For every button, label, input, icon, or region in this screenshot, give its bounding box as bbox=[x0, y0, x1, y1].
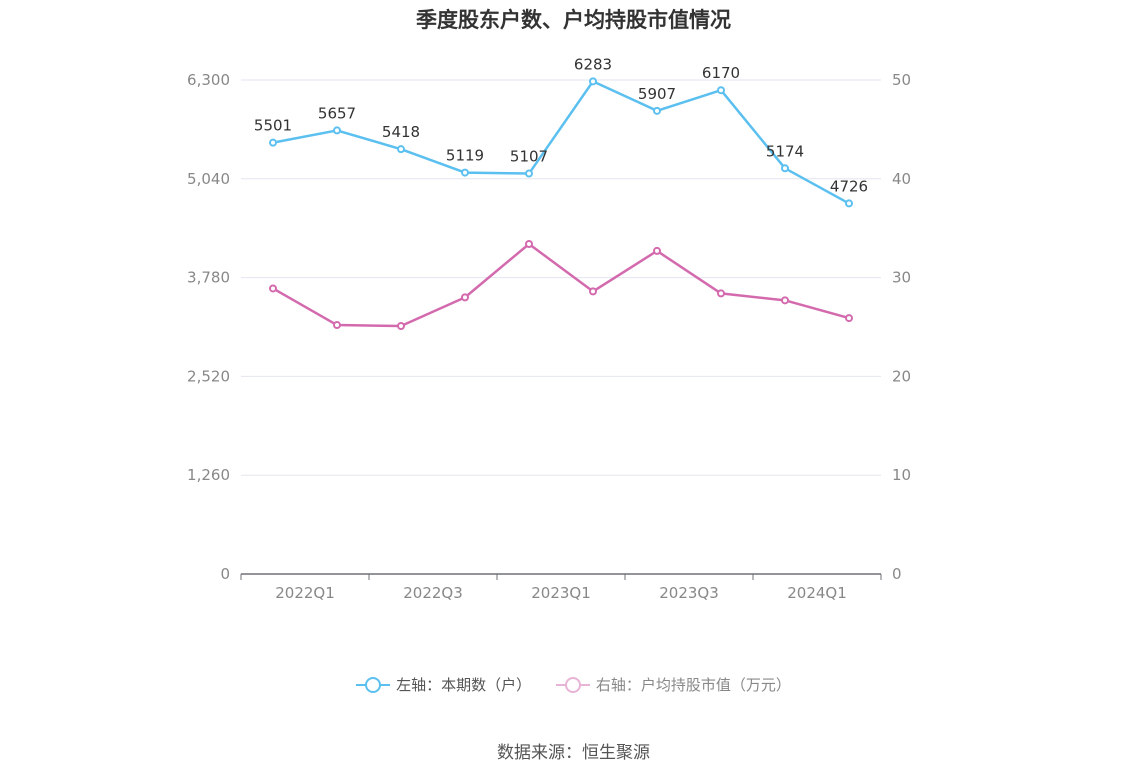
data-point bbox=[589, 77, 597, 86]
data-source: 数据来源：恒生聚源 bbox=[497, 743, 650, 763]
right-tick-label: 20 bbox=[892, 367, 911, 385]
legend-label-households: 左轴：本期数（户） bbox=[396, 676, 532, 694]
data-point bbox=[525, 169, 533, 178]
data-label: 6170 bbox=[702, 64, 740, 82]
data-point bbox=[653, 106, 661, 115]
data-label: 5107 bbox=[510, 148, 548, 166]
left-tick-label: 2,520 bbox=[187, 367, 230, 385]
data-label: 5501 bbox=[254, 117, 292, 135]
right-tick-label: 30 bbox=[892, 269, 911, 287]
right-tick-label: 50 bbox=[892, 71, 911, 89]
data-point bbox=[461, 293, 469, 302]
data-point bbox=[269, 138, 277, 147]
data-point bbox=[845, 199, 853, 208]
legend-item-households[interactable]: 左轴：本期数（户） bbox=[356, 674, 531, 695]
data-point bbox=[845, 314, 853, 323]
chart-title: 季度股东户数、户均持股市值情况 bbox=[416, 8, 731, 32]
right-tick-label: 40 bbox=[892, 170, 911, 188]
left-tick-label: 1,260 bbox=[187, 466, 230, 484]
legend-item-avg-value[interactable]: 右轴：户均持股市值（万元） bbox=[555, 674, 791, 695]
data-label: 6283 bbox=[574, 55, 612, 73]
data-point bbox=[333, 321, 341, 330]
data-point bbox=[781, 296, 789, 305]
left-tick-label: 0 bbox=[220, 565, 230, 583]
data-point bbox=[269, 284, 277, 293]
data-point bbox=[589, 287, 597, 296]
data-label: 5907 bbox=[638, 85, 676, 103]
x-tick-label: 2024Q1 bbox=[787, 584, 847, 602]
data-label: 5174 bbox=[766, 142, 804, 160]
data-point bbox=[333, 126, 341, 135]
data-point bbox=[653, 246, 661, 255]
grid-lines bbox=[241, 79, 881, 476]
right-axis: 0 10 20 30 40 50 bbox=[892, 71, 911, 583]
legend-marker-households bbox=[356, 675, 391, 695]
data-point bbox=[525, 240, 533, 249]
legend: 左轴：本期数（户） 右轴：户均持股市值（万元） bbox=[0, 674, 1147, 699]
left-tick-label: 6,300 bbox=[187, 71, 230, 89]
data-label: 5657 bbox=[318, 104, 356, 122]
legend-label-avg-value: 右轴：户均持股市值（万元） bbox=[595, 676, 791, 694]
x-tick-label: 2023Q1 bbox=[531, 584, 591, 602]
data-point bbox=[717, 86, 725, 95]
legend-marker-avg-value bbox=[555, 675, 590, 695]
series-line-0 bbox=[272, 80, 850, 205]
left-tick-label: 3,780 bbox=[187, 269, 230, 287]
left-axis: 0 1,260 2,520 3,780 5,040 6,300 bbox=[187, 71, 230, 583]
data-point bbox=[461, 168, 469, 177]
left-tick-label: 5,040 bbox=[187, 170, 230, 188]
series-line-1 bbox=[272, 242, 850, 328]
x-tick-label: 2022Q1 bbox=[275, 584, 335, 602]
data-label: 5418 bbox=[382, 123, 420, 141]
data-point bbox=[397, 322, 405, 331]
data-point bbox=[397, 145, 405, 154]
x-tick-label: 2022Q3 bbox=[403, 584, 463, 602]
data-point bbox=[781, 164, 789, 173]
data-label: 5119 bbox=[446, 147, 484, 165]
series-group: 5501 5657 5418 5119 5107 6283 5907 6170 5174 4726 bbox=[254, 55, 868, 331]
right-tick-label: 0 bbox=[892, 565, 902, 583]
data-point bbox=[717, 289, 725, 298]
x-tick-label: 2023Q3 bbox=[659, 584, 719, 602]
x-axis: 2022Q1 2022Q3 2023Q1 2023Q3 2024Q1 bbox=[240, 573, 882, 602]
data-label: 4726 bbox=[830, 177, 868, 195]
right-tick-label: 10 bbox=[892, 466, 911, 484]
